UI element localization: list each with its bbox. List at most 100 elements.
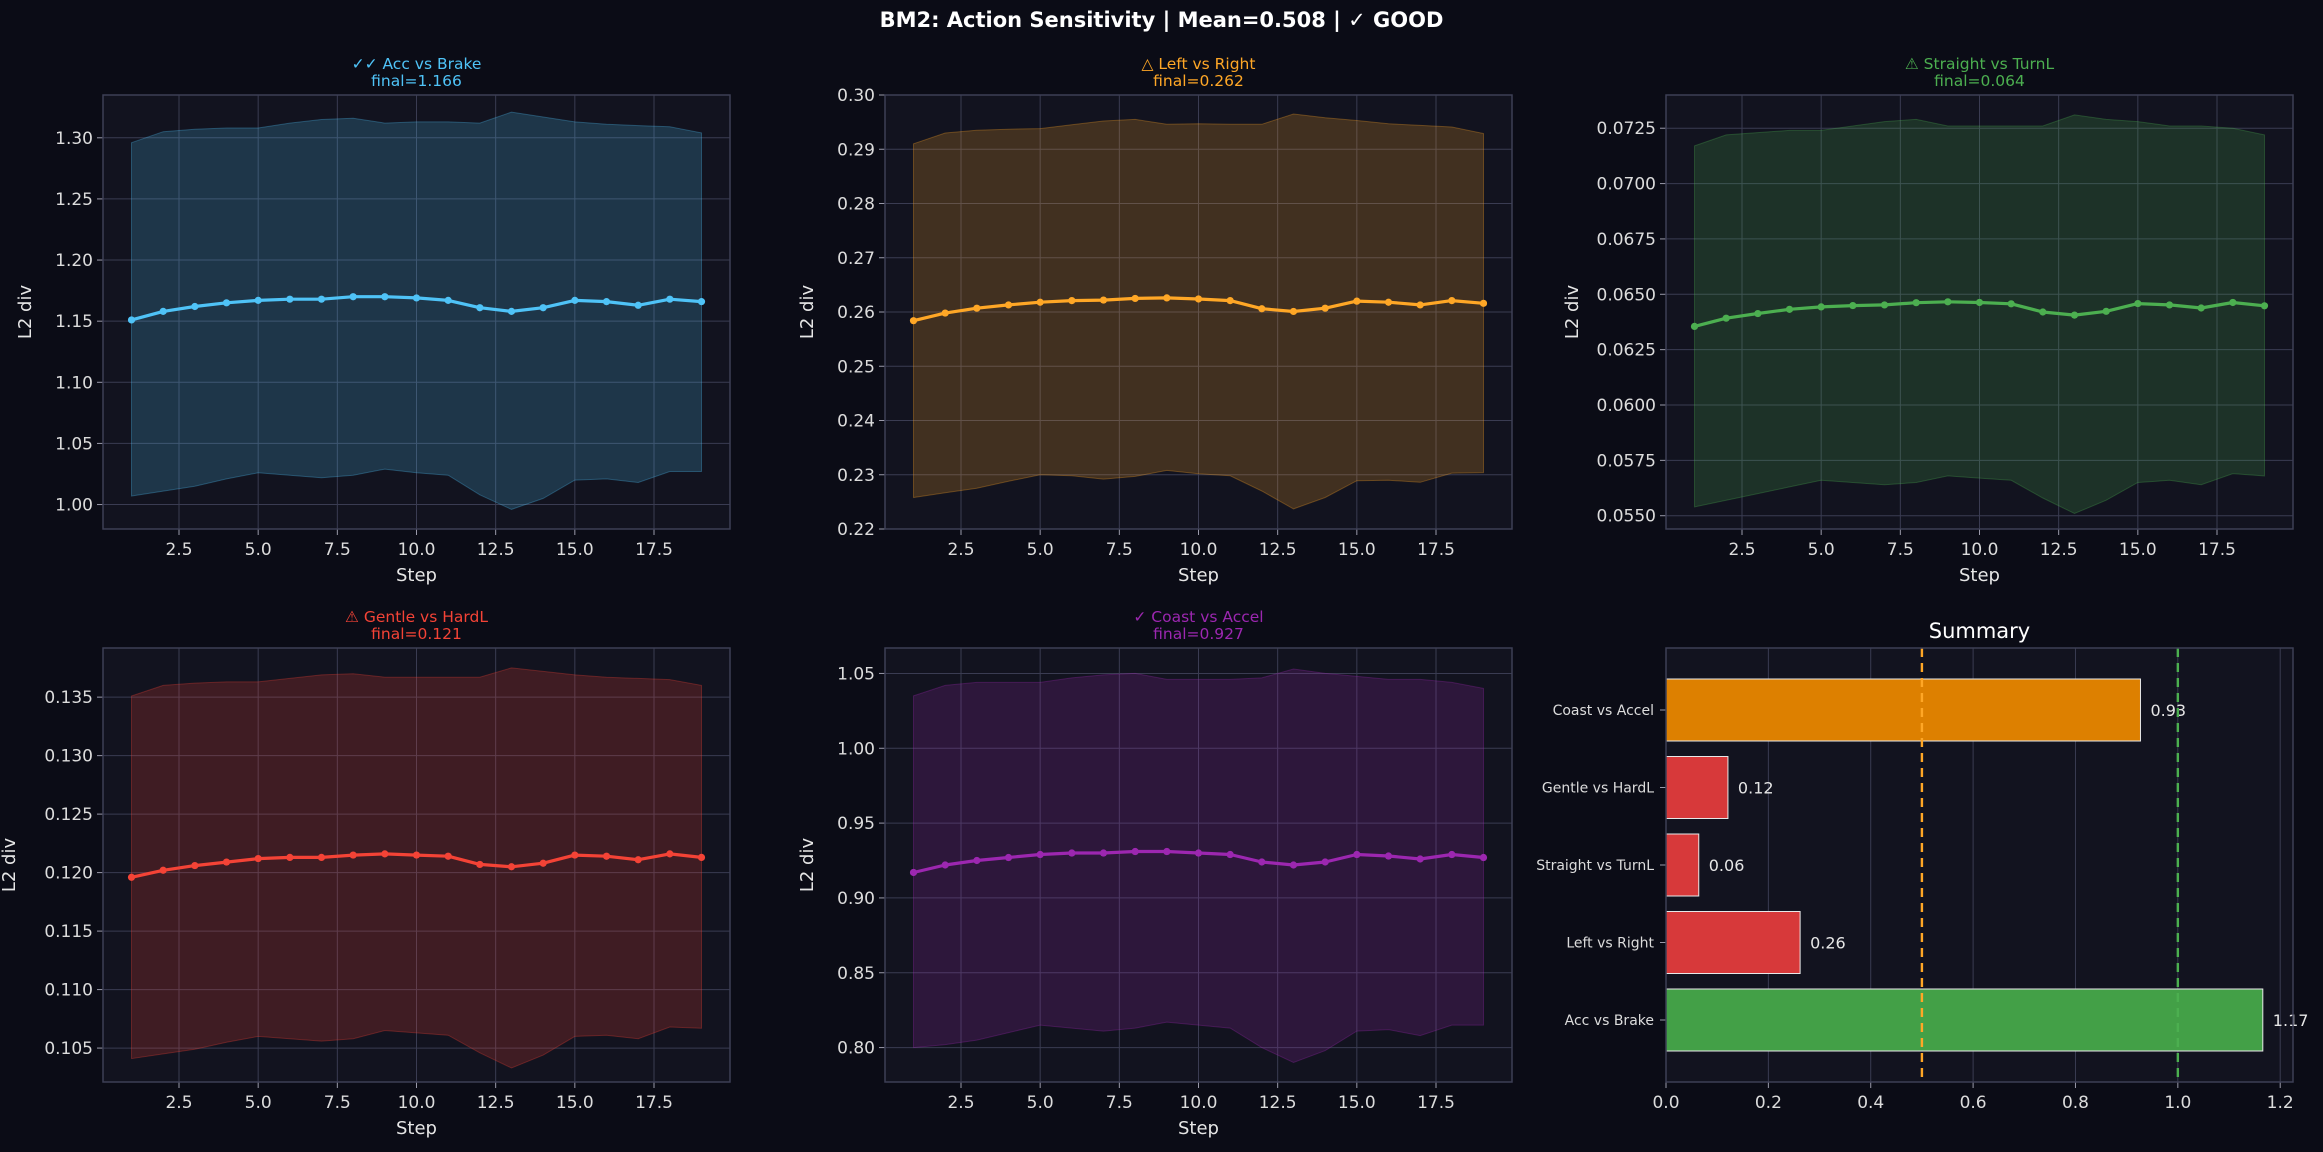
y-tick-label: 1.10	[55, 373, 93, 393]
y-tick-label: 0.85	[837, 964, 875, 984]
data-point	[1289, 861, 1298, 869]
data-point	[1321, 858, 1329, 866]
std-band	[131, 111, 702, 510]
panel-title: ⚠ Gentle vs HardL	[345, 608, 488, 626]
y-axis-label: L2 div	[797, 285, 818, 340]
y-tick-label: 0.0675	[1597, 230, 1656, 250]
data-point	[317, 853, 326, 861]
bar	[1665, 833, 1700, 897]
y-tick-label: 0.0550	[1597, 507, 1656, 527]
x-tick-label: 10.0	[398, 540, 436, 560]
x-tick-label: 15.0	[1338, 540, 1376, 560]
panel-title: ✓✓ Acc vs Brake	[352, 55, 482, 73]
axes-frame	[1665, 647, 2294, 1083]
x-tick-label: 10.0	[1180, 540, 1218, 560]
x-tick-label: 12.5	[2040, 540, 2078, 560]
data-point	[1416, 855, 1424, 863]
x-tick-label: 17.5	[635, 540, 673, 560]
data-point	[634, 301, 642, 309]
data-point	[1004, 853, 1013, 862]
y-tick-label: 0.23	[837, 466, 875, 486]
data-point	[1849, 301, 1857, 310]
y-tick-label: 0.90	[837, 889, 875, 909]
bar-category-label: Left vs Right	[1566, 936, 1654, 952]
data-point	[973, 304, 981, 312]
data-point	[1785, 305, 1794, 313]
y-tick-label: 1.05	[55, 434, 93, 454]
bar-value-label: 0.06	[1709, 856, 1745, 875]
x-tick-label: 17.5	[1417, 540, 1455, 560]
data-point	[1722, 314, 1730, 322]
y-tick-label: 0.25	[837, 357, 875, 377]
y-tick-label: 0.135	[44, 688, 93, 708]
chart-gentle-vs-hardl: 2.5 5.0 7.5 10.0 12.5 15.0 17.5 0.105 0.110 0.115…	[0, 608, 731, 1139]
chart-summary: 0.0 0.2 0.4 0.6 0.8 1.0 1.2 Acc vs Brake 1.17 Lef…	[1536, 619, 2308, 1113]
x-tick-label: 5.0	[245, 1093, 272, 1113]
data-point	[286, 295, 294, 303]
y-tick-label: 0.0575	[1597, 451, 1656, 471]
data-point	[317, 295, 326, 303]
x-tick-label: 0.0	[1652, 1093, 1679, 1113]
panel-title: Summary	[1929, 619, 2030, 643]
x-tick-label: 0.2	[1755, 1093, 1782, 1113]
data-point	[1163, 847, 1171, 856]
data-point	[222, 299, 231, 307]
x-tick-label: 5.0	[1027, 1093, 1054, 1113]
data-point	[1479, 299, 1488, 307]
data-point	[2007, 300, 2015, 308]
y-tick-label: 0.0725	[1597, 119, 1656, 139]
x-tick-label: 10.0	[1180, 1093, 1218, 1113]
data-point	[254, 854, 262, 863]
data-point	[1817, 303, 1825, 311]
x-tick-label: 5.0	[245, 540, 272, 560]
data-point	[941, 309, 949, 317]
x-tick-label: 15.0	[1338, 1093, 1376, 1113]
data-point	[222, 858, 231, 866]
data-point	[1384, 852, 1393, 860]
y-axis-label: L2 div	[15, 285, 36, 340]
data-point	[1975, 298, 1984, 307]
x-axis-label: Step	[396, 1118, 437, 1139]
x-tick-label: 2.5	[1728, 540, 1755, 560]
y-tick-label: 1.05	[837, 664, 875, 684]
data-point	[412, 851, 421, 859]
data-point	[634, 856, 642, 864]
std-band	[913, 113, 1484, 510]
y-tick-label: 0.30	[837, 86, 875, 106]
y-tick-label: 0.130	[44, 747, 93, 767]
data-point	[1353, 297, 1361, 305]
y-tick-label: 0.0650	[1597, 285, 1656, 305]
data-point	[1036, 850, 1044, 859]
data-point	[1068, 849, 1076, 857]
data-point	[697, 298, 706, 306]
data-point	[1163, 294, 1171, 302]
std-band	[131, 667, 702, 1069]
std-band	[1694, 114, 2265, 515]
bar-category-label: Acc vs Brake	[1565, 1013, 1654, 1029]
x-tick-label: 0.6	[1960, 1093, 1987, 1113]
y-tick-label: 0.22	[837, 520, 875, 540]
data-point	[1099, 849, 1108, 857]
x-tick-label: 10.0	[398, 1093, 436, 1113]
x-tick-label: 15.0	[556, 1093, 594, 1113]
data-point	[476, 860, 484, 869]
y-tick-label: 0.95	[837, 814, 875, 834]
y-tick-label: 1.30	[55, 129, 93, 149]
data-point	[1448, 297, 1456, 305]
data-point	[1194, 849, 1203, 857]
data-point	[909, 317, 918, 325]
x-axis-label: Step	[1959, 565, 2000, 586]
data-point	[349, 851, 357, 859]
data-point	[1479, 853, 1488, 862]
y-axis-label: L2 div	[797, 838, 818, 893]
data-point	[1353, 850, 1361, 859]
data-point	[539, 304, 547, 312]
data-point	[254, 296, 262, 304]
data-point	[909, 868, 918, 877]
panel-subtitle: final=0.262	[1153, 72, 1244, 90]
x-tick-label: 15.0	[2119, 540, 2157, 560]
data-point	[349, 293, 357, 301]
data-point	[1321, 304, 1329, 312]
data-point	[2134, 299, 2142, 308]
data-point	[1448, 850, 1456, 859]
